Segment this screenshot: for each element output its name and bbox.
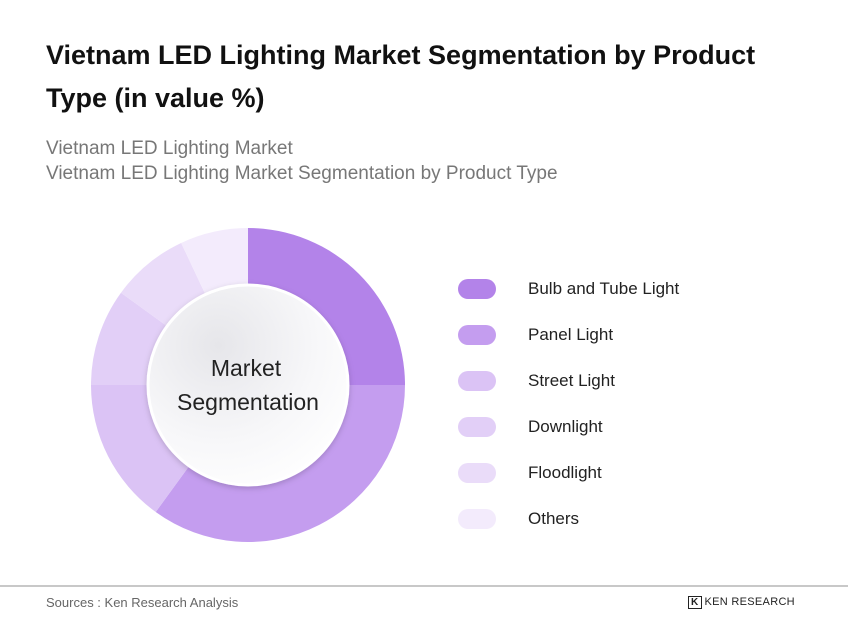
center-label-line2: Segmentation <box>177 389 319 415</box>
slice-bulb-and-tube-light <box>248 228 405 385</box>
legend: Bulb and Tube Light Panel Light Street Lig… <box>458 266 679 542</box>
center-circle <box>146 283 350 487</box>
legend-item: Downlight <box>458 404 679 450</box>
legend-item: Panel Light <box>458 312 679 358</box>
page-title: Vietnam LED Lighting Market Segmentation… <box>46 40 756 113</box>
legend-swatch <box>458 509 496 529</box>
legend-swatch <box>458 417 496 437</box>
legend-label: Panel Light <box>528 325 614 344</box>
source-note: Sources : Ken Research Analysis <box>46 595 239 610</box>
logo-text: KEN RESEARCH <box>704 596 795 608</box>
donut-chart: Market Segmentation <box>91 228 405 543</box>
slice-panel-light <box>155 385 405 543</box>
legend-swatch <box>458 371 496 391</box>
center-label-line1: Market <box>211 355 282 381</box>
legend-label: Bulb and Tube Light <box>528 279 680 298</box>
legend-item: Street Light <box>458 358 679 404</box>
legend-swatch <box>458 463 496 483</box>
legend-label: Floodlight <box>528 463 602 482</box>
legend-label: Street Light <box>528 371 615 390</box>
legend-label: Downlight <box>528 417 603 436</box>
ken-research-logo: K KEN RESEARCH <box>688 596 795 609</box>
legend-item: Bulb and Tube Light <box>458 266 679 312</box>
footer-divider <box>0 585 848 587</box>
legend-swatch <box>458 279 496 299</box>
legend-item: Floodlight <box>458 450 679 496</box>
subtitle-2: Vietnam LED Lighting Market Segmentation… <box>46 163 558 184</box>
slice-others <box>181 228 248 300</box>
legend-swatch <box>458 325 496 345</box>
legend-item: Others <box>458 496 679 542</box>
slice-street-light <box>91 385 193 513</box>
subtitle-1: Vietnam LED Lighting Market <box>46 138 293 159</box>
legend-label: Others <box>528 509 580 528</box>
